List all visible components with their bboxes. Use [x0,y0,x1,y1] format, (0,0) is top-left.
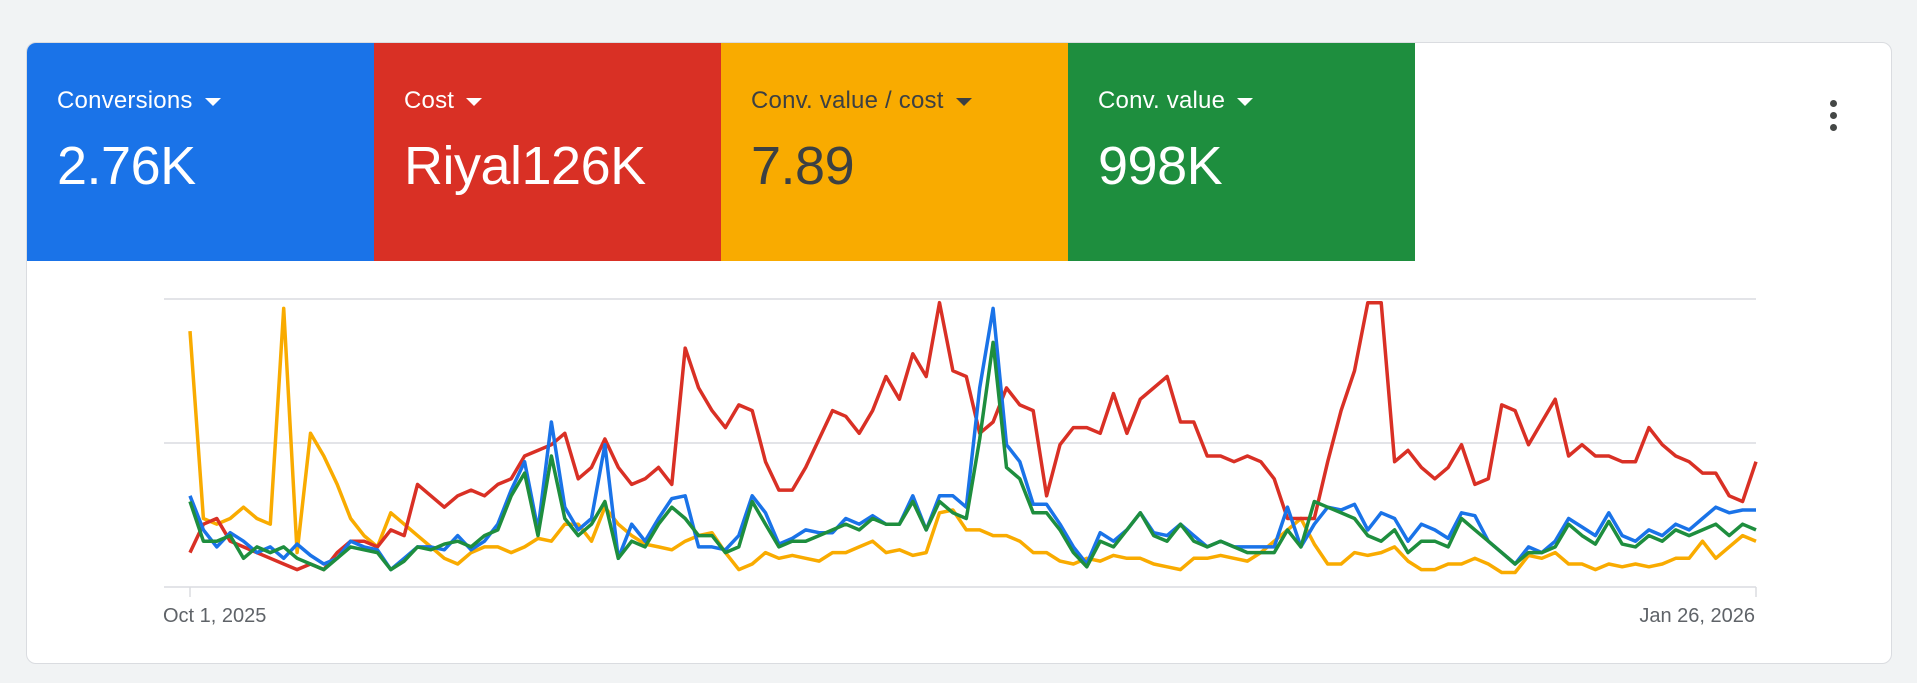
scorecard-label-text: Conversions [57,87,193,114]
dot [1829,123,1837,131]
x-axis-end-label: Jan 26, 2026 [1639,605,1755,627]
caret-down-icon [466,98,483,106]
scorecard-value: 2.76K [57,136,196,196]
caret-down-icon [1237,98,1254,106]
series-line-conv-value [188,340,1757,572]
dot [1829,111,1837,119]
line-chart[interactable] [27,43,1891,663]
dot [1829,99,1837,107]
x-axis-start-label: Oct 1, 2025 [163,605,267,627]
series-line-conv-value-cost [188,306,1757,575]
scorecard-value: Riyal126K [404,136,646,196]
scorecard-conv-value-per-cost[interactable]: Conv. value / cost 7.89 [721,43,1068,261]
caret-down-icon [955,98,972,106]
scorecard-value: 998K [1098,136,1223,196]
scorecard-row: Conversions 2.76K Cost Riyal126K Conv. v… [27,43,1415,261]
scorecard-cost[interactable]: Cost Riyal126K [374,43,721,261]
scorecard-label: Cost [404,87,721,115]
more-vert-icon[interactable] [1821,95,1845,135]
scorecard-label: Conv. value / cost [751,87,1068,115]
scorecard-conversions[interactable]: Conversions 2.76K [27,43,374,261]
scorecard-label-text: Conv. value / cost [751,87,944,114]
scorecard-label: Conversions [57,87,374,115]
caret-down-icon [204,98,221,106]
performance-card: Conversions 2.76K Cost Riyal126K Conv. v… [26,42,1892,664]
scorecard-value: 7.89 [751,136,855,196]
scorecard-label-text: Cost [404,87,455,114]
scorecard-conv-value[interactable]: Conv. value 998K [1068,43,1415,261]
scorecard-label-text: Conv. value [1098,87,1226,114]
series-line-cost [188,300,1758,572]
scorecard-label: Conv. value [1098,87,1415,115]
